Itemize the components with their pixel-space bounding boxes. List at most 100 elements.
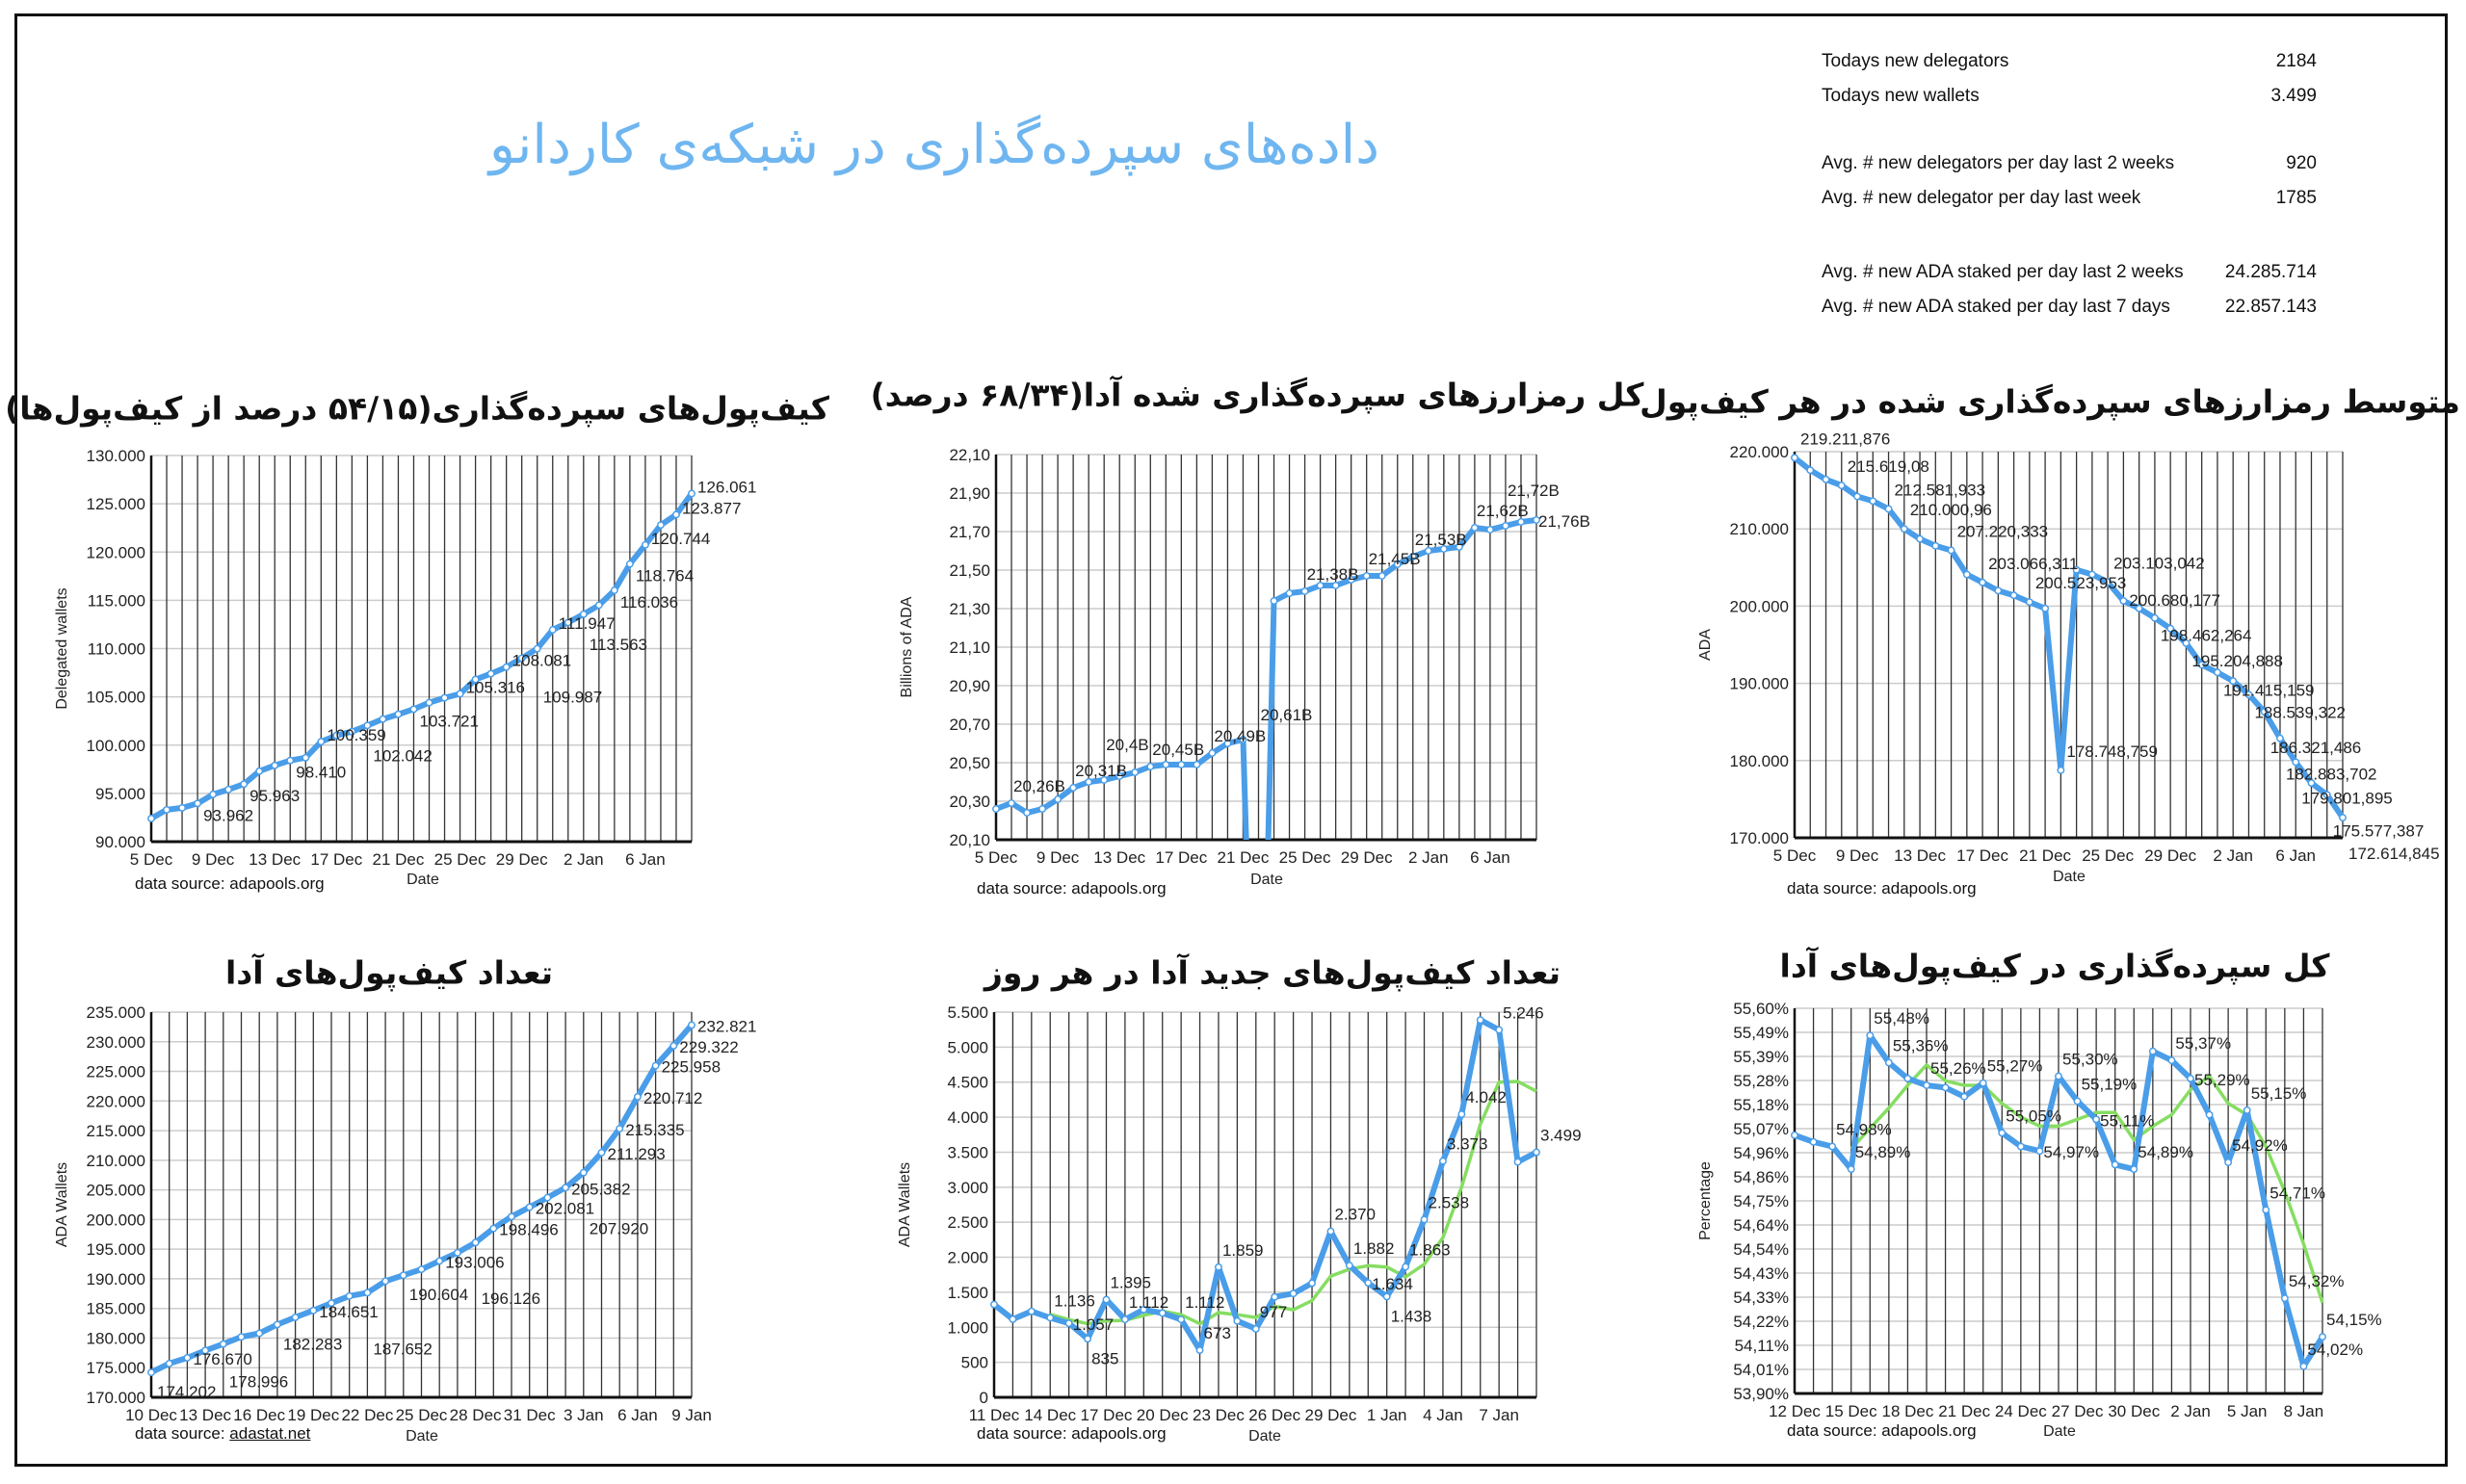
data-source-link[interactable]: adastat.net — [229, 1424, 311, 1443]
data-label: 55,15% — [2251, 1084, 2307, 1103]
y-axis-title: Billions of ADA — [899, 596, 915, 697]
y-tick-label: 20,70 — [949, 716, 990, 734]
data-label: 205.382 — [571, 1180, 630, 1198]
data-point — [1869, 497, 1877, 506]
data-point — [594, 601, 603, 610]
y-tick-label: 3.000 — [947, 1179, 988, 1197]
data-label: 95.963 — [249, 787, 300, 805]
data-point — [2339, 814, 2347, 821]
data-point — [2322, 791, 2331, 799]
data-point — [255, 1329, 264, 1338]
data-label: 3.373 — [1447, 1135, 1488, 1154]
data-source-prefix: data source: — [1787, 1421, 1882, 1440]
data-point — [2197, 661, 2206, 669]
data-point — [1941, 1083, 1950, 1092]
x-axis-title: Date — [407, 872, 439, 888]
y-tick-label: 190.000 — [1730, 675, 1789, 693]
x-tick-label: 29 Dec — [2144, 846, 2196, 865]
data-label: 2.370 — [1334, 1206, 1376, 1224]
data-point — [1533, 516, 1540, 524]
data-point — [1495, 1026, 1504, 1034]
data-point — [1046, 1314, 1055, 1322]
stat-label: Avg. # new delegator per day last week — [1822, 188, 2141, 208]
x-tick-label: 8 Jan — [2284, 1402, 2324, 1420]
data-label: 215.619,08 — [1848, 457, 1929, 476]
chart-5: 0 500 1.000 1.500 2.000 2.500 3.000 3.500 4.000 4… — [897, 1003, 1582, 1445]
data-label: 200.680,177 — [2129, 591, 2220, 610]
data-point — [1457, 1110, 1466, 1118]
data-point — [224, 785, 233, 794]
x-tick-label: 25 Dec — [396, 1406, 448, 1424]
y-tick-label: 55,07% — [1733, 1120, 1789, 1138]
data-label: 215.335 — [625, 1121, 684, 1139]
data-point — [1998, 1129, 2007, 1137]
data-point — [2213, 668, 2221, 677]
x-axis-title: Date — [2053, 869, 2086, 885]
data-label: 55,26% — [1930, 1059, 1986, 1078]
y-tick-label: 20,10 — [949, 831, 990, 849]
data-point — [610, 586, 618, 594]
data-label: 1.395 — [1110, 1274, 1151, 1292]
data-point — [1285, 589, 1294, 597]
data-point — [1884, 1058, 1893, 1067]
stat-value: 920 — [2286, 153, 2317, 173]
data-point — [348, 727, 356, 736]
x-tick-label: 17 Dec — [1155, 848, 1207, 867]
data-point — [525, 1203, 534, 1211]
y-tick-label: 90.000 — [95, 833, 145, 851]
data-point — [417, 1265, 426, 1274]
x-tick-label: 29 Dec — [1341, 848, 1393, 867]
data-label: 188.539,322 — [2254, 703, 2346, 721]
data-point — [219, 1340, 227, 1348]
data-label: 55,19% — [2082, 1075, 2138, 1093]
y-tick-label: 55,18% — [1733, 1096, 1789, 1114]
y-tick-label: 95.000 — [95, 785, 145, 803]
data-point — [1239, 736, 1247, 743]
data-point — [2150, 613, 2159, 622]
data-source: data source: adapools.org — [1787, 1421, 1977, 1441]
data-point — [1308, 1279, 1316, 1288]
data-point — [579, 1168, 588, 1177]
data-point — [656, 521, 665, 530]
data-label: 182.283 — [283, 1335, 342, 1353]
data-point — [1806, 466, 1815, 475]
data-label: 176.670 — [193, 1350, 251, 1368]
data-point — [1517, 518, 1525, 526]
data-label: 2.538 — [1429, 1193, 1470, 1211]
y-tick-label: 55,60% — [1733, 1000, 1789, 1018]
chart-6: 53,90% 54,01% 54,11% 54,22% 54,33% 54,43% 54,5… — [1697, 1000, 2382, 1440]
stat-label: Avg. # new ADA staked per day last 7 day… — [1822, 297, 2170, 317]
data-label: 55,48% — [1874, 1009, 1929, 1028]
data-label: 179.801,895 — [2301, 789, 2393, 807]
x-tick-label: 10 Dec — [125, 1406, 177, 1424]
data-point — [1158, 1309, 1167, 1317]
data-label: 55,11% — [2100, 1111, 2154, 1130]
data-point — [1038, 805, 1047, 813]
x-tick-label: 26 Dec — [1248, 1406, 1300, 1424]
x-tick-label: 11 Dec — [969, 1406, 1020, 1424]
data-point — [1326, 1227, 1335, 1236]
data-point — [2104, 578, 2112, 586]
data-point — [1084, 1335, 1092, 1343]
x-tick-label: 2 Jan — [2170, 1402, 2211, 1420]
data-point — [1994, 586, 2003, 595]
data-point — [597, 1148, 606, 1157]
y-tick-label: 220.000 — [1730, 443, 1789, 461]
x-tick-label: 23 Dec — [1193, 1406, 1245, 1424]
data-point — [183, 1354, 192, 1362]
x-tick-label: 28 Dec — [450, 1406, 502, 1424]
stat-value: 3.499 — [2270, 86, 2317, 106]
chart-title: کیف‌پول‌های سپرده‌گذاری(۵۴/۱۵ درصد از کی… — [5, 389, 829, 428]
y-tick-label: 4.500 — [947, 1074, 988, 1092]
data-point — [669, 1041, 678, 1050]
x-axis-title: Date — [1248, 1428, 1281, 1445]
y-tick-label: 54,43% — [1733, 1264, 1789, 1283]
data-point — [1023, 809, 1032, 817]
stat-value: 2184 — [2275, 51, 2317, 71]
page-frame — [14, 13, 2448, 1467]
page-title: داده‌های سپرده‌گذاری در شبکه‌ی کاردانو — [488, 114, 1380, 176]
y-axis-title: Percentage — [1697, 1161, 1714, 1240]
y-tick-label: 21,10 — [949, 638, 990, 657]
data-point — [533, 644, 541, 653]
data-point — [1513, 1158, 1522, 1166]
